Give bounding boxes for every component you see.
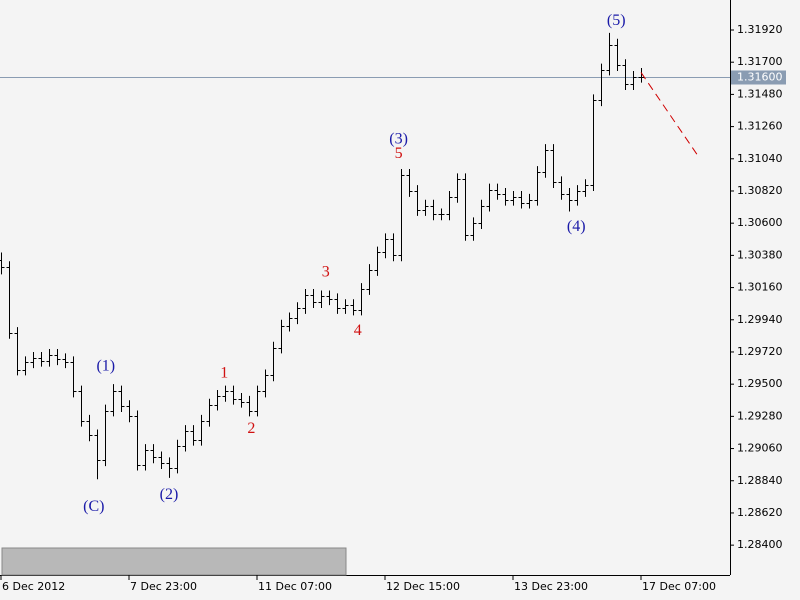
x-tick-label: 11 Dec 07:00 [258, 580, 332, 593]
y-tick-label: 1.31040 [737, 152, 783, 165]
wave-label: (5) [607, 12, 626, 29]
wave-label: 3 [322, 264, 330, 281]
x-tick-label: 7 Dec 23:00 [130, 580, 197, 593]
wave-label: 4 [354, 322, 362, 339]
wave-label: 1 [220, 365, 228, 382]
y-tick-label: 1.31480 [737, 87, 783, 100]
wave-label: (C) [83, 498, 104, 515]
x-tick-label: 6 Dec 2012 [2, 580, 65, 593]
wave-label: (4) [567, 218, 586, 235]
y-tick-label: 1.29060 [737, 442, 783, 455]
y-tick-label: 1.31700 [737, 55, 783, 68]
y-tick-label: 1.29940 [737, 313, 783, 326]
y-tick-label: 1.30160 [737, 281, 783, 294]
wave-label: 5 [395, 145, 403, 162]
y-tick-label: 1.31260 [737, 120, 783, 133]
wave-label: (3) [389, 130, 408, 147]
y-tick-label: 1.30600 [737, 216, 783, 229]
y-tick-label: 1.30380 [737, 248, 783, 261]
y-tick-label: 1.28840 [737, 474, 783, 487]
y-tick-label: 1.28400 [737, 538, 783, 551]
wave-label: (1) [96, 357, 115, 374]
scrollbar[interactable] [1, 547, 347, 576]
wave-label: 2 [247, 420, 255, 437]
current-price-label: 1.31600 [737, 71, 783, 84]
wave-label: (2) [160, 486, 179, 503]
y-tick-label: 1.29280 [737, 409, 783, 422]
y-tick-label: 1.29720 [737, 345, 783, 358]
y-tick-label: 1.31920 [737, 23, 783, 36]
x-tick-label: 17 Dec 07:00 [642, 580, 716, 593]
current-price-box [731, 70, 786, 85]
x-tick-label: 13 Dec 23:00 [514, 580, 588, 593]
y-tick-label: 1.29500 [737, 377, 783, 390]
x-tick-label: 12 Dec 15:00 [386, 580, 460, 593]
y-tick-label: 1.30820 [737, 184, 783, 197]
y-tick-label: 1.28620 [737, 506, 783, 519]
forecast-line [640, 72, 700, 158]
